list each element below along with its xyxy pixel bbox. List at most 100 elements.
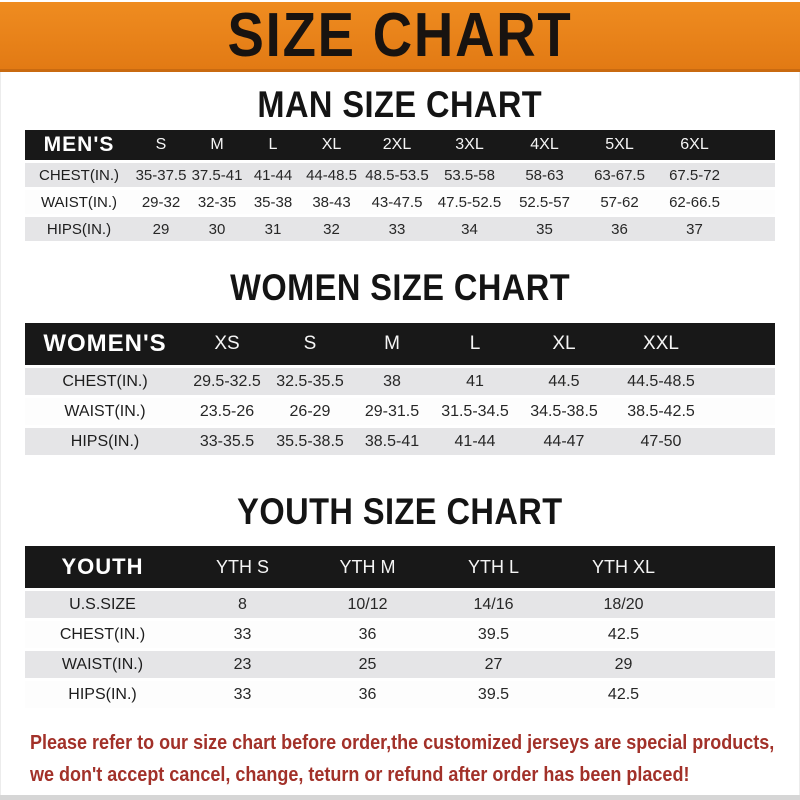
size-value: 38-43 [312, 193, 351, 211]
size-value: 33 [233, 685, 252, 703]
size-value: 41 [466, 372, 484, 390]
size-value: 27 [484, 655, 503, 673]
youth-size-table: YOUTH YTH S YTH M YTH L YTH XL U.S.SIZE 8 10/12… [25, 543, 775, 711]
size-value: 44.5-48.5 [627, 372, 695, 390]
row-label: HIPS(IN.) [46, 220, 112, 238]
row-label: CHEST(IN.) [62, 372, 148, 390]
column-header: XXL [643, 333, 679, 354]
row-spacer [711, 398, 775, 425]
row-label: HIPS(IN.) [68, 685, 137, 703]
disclaimer-line-2: we don't accept cancel, change, teturn o… [30, 764, 690, 786]
table-header-row: WOMEN'S XS S M L XL XXL [25, 323, 775, 365]
row-label: CHEST(IN.) [59, 625, 146, 643]
size-value: 63-67.5 [594, 166, 645, 184]
size-value: 48.5-53.5 [365, 166, 429, 184]
column-header: YTH L [467, 556, 519, 577]
table-row: WAIST(IN.) 23.5-26 26-29 29-31.5 31.5-34.5 34… [25, 398, 775, 425]
size-value: 44-47 [543, 432, 585, 450]
size-value: 34 [461, 220, 478, 238]
column-header: M [210, 136, 224, 153]
table-row: WAIST(IN.) 23 25 27 29 [25, 651, 775, 678]
column-header: YTH XL [591, 556, 656, 577]
column-header: 3XL [455, 136, 484, 153]
size-value: 34.5-38.5 [530, 402, 598, 420]
women-size-chart-heading: WOMEN SIZE CHART [230, 267, 570, 308]
size-value: 37 [686, 220, 703, 238]
table-corner-label: MEN'S [43, 133, 115, 156]
size-value: 44.5 [548, 372, 580, 390]
size-value: 29 [614, 655, 633, 673]
section-heading-women: WOMEN SIZE CHART [0, 268, 800, 308]
size-value: 67.5-72 [669, 166, 720, 184]
size-value: 39.5 [477, 625, 510, 643]
size-value: 52.5-57 [519, 193, 570, 211]
column-header: 6XL [680, 136, 709, 153]
size-value: 33 [233, 625, 252, 643]
youth-size-chart-heading: YOUTH SIZE CHART [237, 491, 563, 532]
table-row: HIPS(IN.) 33 36 39.5 42.5 [25, 681, 775, 708]
size-value: 32.5-35.5 [276, 372, 344, 390]
size-value: 41-44 [253, 166, 293, 184]
size-value: 44-48.5 [306, 166, 357, 184]
size-value: 38 [383, 372, 401, 390]
size-value: 47-50 [640, 432, 682, 450]
row-spacer [732, 190, 775, 214]
mens-size-table: MEN'S S M L XL 2XL 3XL 4XL 5XL 6XL CHEST(IN.) 35-37… [25, 127, 775, 244]
size-value: 57-62 [600, 193, 639, 211]
size-value: 31 [264, 220, 282, 238]
row-spacer [711, 428, 775, 455]
bottom-edge [0, 795, 800, 800]
header-spacer [732, 130, 775, 160]
row-label: WAIST(IN.) [64, 402, 146, 420]
banner: SIZE CHART [0, 2, 800, 72]
column-header: YTH S [215, 556, 269, 577]
size-value: 38.5-41 [364, 432, 420, 450]
size-value: 18/20 [603, 595, 644, 613]
size-value: 42.5 [607, 685, 640, 703]
table-row: U.S.SIZE 8 10/12 14/16 18/20 [25, 591, 775, 618]
size-value: 29-32 [141, 193, 181, 211]
man-size-chart-heading: MAN SIZE CHART [257, 84, 543, 125]
size-value: 26-29 [289, 402, 331, 420]
row-spacer [732, 217, 775, 241]
size-value: 41-44 [454, 432, 496, 450]
size-value: 62-66.5 [669, 193, 720, 211]
size-value: 35-37.5 [135, 166, 187, 184]
size-value: 30 [208, 220, 226, 238]
size-value: 35-38 [253, 193, 293, 211]
column-header: YTH M [339, 556, 396, 577]
size-value: 39.5 [477, 685, 510, 703]
table-header-row: YOUTH YTH S YTH M YTH L YTH XL [25, 546, 775, 588]
table-row: HIPS(IN.) 29 30 31 32 33 34 35 36 37 [25, 217, 775, 241]
column-header: M [384, 333, 400, 354]
size-value: 25 [358, 655, 377, 673]
womens-size-table: WOMEN'S XS S M L XL XXL CHEST(IN.) 29.5-32.5 32.5… [25, 320, 775, 458]
section-heading-youth: YOUTH SIZE CHART [0, 492, 800, 532]
size-value: 53.5-58 [444, 166, 495, 184]
size-value: 29 [152, 220, 170, 238]
size-value: 58-63 [525, 166, 564, 184]
row-spacer [690, 681, 775, 708]
size-value: 10/12 [347, 595, 388, 613]
column-header: XL [552, 333, 576, 354]
row-label: WAIST(IN.) [61, 655, 144, 673]
size-value: 37.5-41 [191, 166, 243, 184]
size-value: 36 [611, 220, 628, 238]
size-value: 8 [238, 595, 247, 613]
row-label: U.S.SIZE [69, 595, 136, 613]
column-header: S [303, 333, 317, 354]
disclaimer-note: Please refer to our size chart before or… [30, 727, 800, 791]
size-value: 35 [536, 220, 553, 238]
banner-title: SIZE CHART [227, 0, 573, 70]
size-value: 29-31.5 [364, 402, 420, 420]
size-value: 14/16 [473, 595, 514, 613]
size-value: 38.5-42.5 [627, 402, 695, 420]
disclaimer-line-1: Please refer to our size chart before or… [30, 732, 775, 754]
row-label: CHEST(IN.) [39, 166, 119, 184]
size-value: 32 [323, 220, 340, 238]
column-header: S [155, 136, 167, 153]
header-spacer [711, 323, 775, 365]
size-value: 43-47.5 [371, 193, 423, 211]
table-row: CHEST(IN.) 29.5-32.5 32.5-35.5 38 41 44.5 44.5… [25, 368, 775, 395]
